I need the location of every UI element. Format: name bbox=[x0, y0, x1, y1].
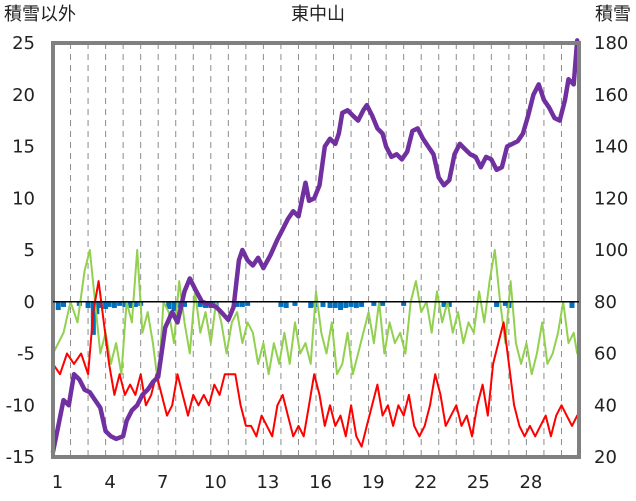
precip-bar bbox=[338, 301, 344, 311]
precip-bar bbox=[239, 301, 245, 307]
precip-bar bbox=[122, 301, 128, 307]
snow-depth-line bbox=[50, 38, 580, 455]
precip-bar bbox=[292, 301, 298, 306]
left-tick-label: 0 bbox=[24, 292, 35, 313]
right-tick-label: 120 bbox=[594, 188, 628, 209]
precip-bar bbox=[502, 301, 508, 306]
precip-bar bbox=[348, 301, 354, 307]
precip-bar bbox=[127, 301, 133, 308]
precip-bar bbox=[182, 301, 187, 307]
chart-title: 東中山 bbox=[291, 4, 345, 25]
x-tick-label: 28 bbox=[519, 472, 542, 493]
x-tick-label: 25 bbox=[467, 472, 490, 493]
precip-bar bbox=[343, 301, 349, 308]
right-tick-label: 160 bbox=[594, 85, 628, 106]
precip-bar bbox=[106, 301, 112, 307]
precip-bar bbox=[494, 301, 500, 307]
precip-bar bbox=[320, 301, 326, 307]
series-lines bbox=[50, 38, 580, 455]
left-tick-label: -5 bbox=[17, 344, 35, 365]
precip-bar bbox=[197, 301, 203, 307]
x-tick-label: 13 bbox=[256, 472, 279, 493]
x-tick-label: 4 bbox=[104, 472, 115, 493]
x-tick-label: 22 bbox=[414, 472, 437, 493]
x-tick-label: 10 bbox=[204, 472, 227, 493]
left-axis-label: 積雪以外 bbox=[4, 4, 76, 25]
precip-bar bbox=[111, 301, 117, 308]
precip-bar bbox=[97, 301, 103, 308]
left-tick-label: 5 bbox=[24, 240, 35, 261]
left-tick-label: 15 bbox=[12, 137, 35, 158]
precip-bar bbox=[308, 301, 314, 308]
precip-bar bbox=[117, 301, 123, 306]
precip-bar bbox=[401, 301, 407, 306]
right-axis-label: 積雪 bbox=[595, 4, 631, 25]
right-tick-label: 140 bbox=[594, 137, 628, 158]
precip-bar bbox=[103, 301, 109, 309]
right-tick-label: 20 bbox=[594, 447, 617, 468]
precip-bar bbox=[283, 301, 289, 308]
precip-bar bbox=[359, 301, 365, 307]
precip-bar bbox=[55, 301, 61, 311]
temp-max-line bbox=[52, 249, 579, 386]
plot-frame bbox=[51, 41, 581, 459]
precip-bar bbox=[371, 301, 377, 306]
x-tick-label: 19 bbox=[362, 472, 385, 493]
left-tick-label: -10 bbox=[6, 395, 35, 416]
x-tick-label: 1 bbox=[52, 472, 63, 493]
precip-bar bbox=[353, 301, 359, 308]
precip-bar bbox=[85, 301, 91, 308]
precip-bar bbox=[94, 301, 100, 315]
precip-bar bbox=[166, 301, 172, 309]
left-tick-label: 10 bbox=[12, 188, 35, 209]
right-tick-label: 60 bbox=[594, 344, 617, 365]
axis-tick-labels: -15 -10 -5 0 5 10 15 20 25 20 40 60 80 100 120 140 160 18… bbox=[6, 33, 629, 493]
precip-bar bbox=[332, 301, 338, 308]
precip-bar bbox=[171, 301, 177, 312]
precip-bar bbox=[569, 301, 575, 308]
precip-bar bbox=[441, 301, 447, 307]
left-tick-label: 20 bbox=[12, 85, 35, 106]
precip-bar bbox=[132, 301, 138, 307]
right-tick-label: 180 bbox=[594, 33, 628, 54]
left-tick-label: 25 bbox=[12, 33, 35, 54]
precip-bar bbox=[234, 301, 240, 307]
precip-bar bbox=[245, 301, 251, 306]
precip-bar bbox=[446, 301, 452, 307]
precip-bar bbox=[380, 301, 386, 306]
x-tick-label: 7 bbox=[157, 472, 168, 493]
precip-bar bbox=[278, 301, 284, 307]
right-tick-label: 80 bbox=[594, 292, 617, 313]
right-tick-label: 100 bbox=[594, 240, 628, 261]
precip-bar bbox=[61, 301, 67, 307]
left-tick-label: -15 bbox=[6, 447, 35, 468]
precip-bar bbox=[327, 301, 333, 308]
temp-min-line bbox=[52, 280, 579, 448]
right-tick-label: 40 bbox=[594, 395, 617, 416]
x-tick-label: 16 bbox=[309, 472, 332, 493]
